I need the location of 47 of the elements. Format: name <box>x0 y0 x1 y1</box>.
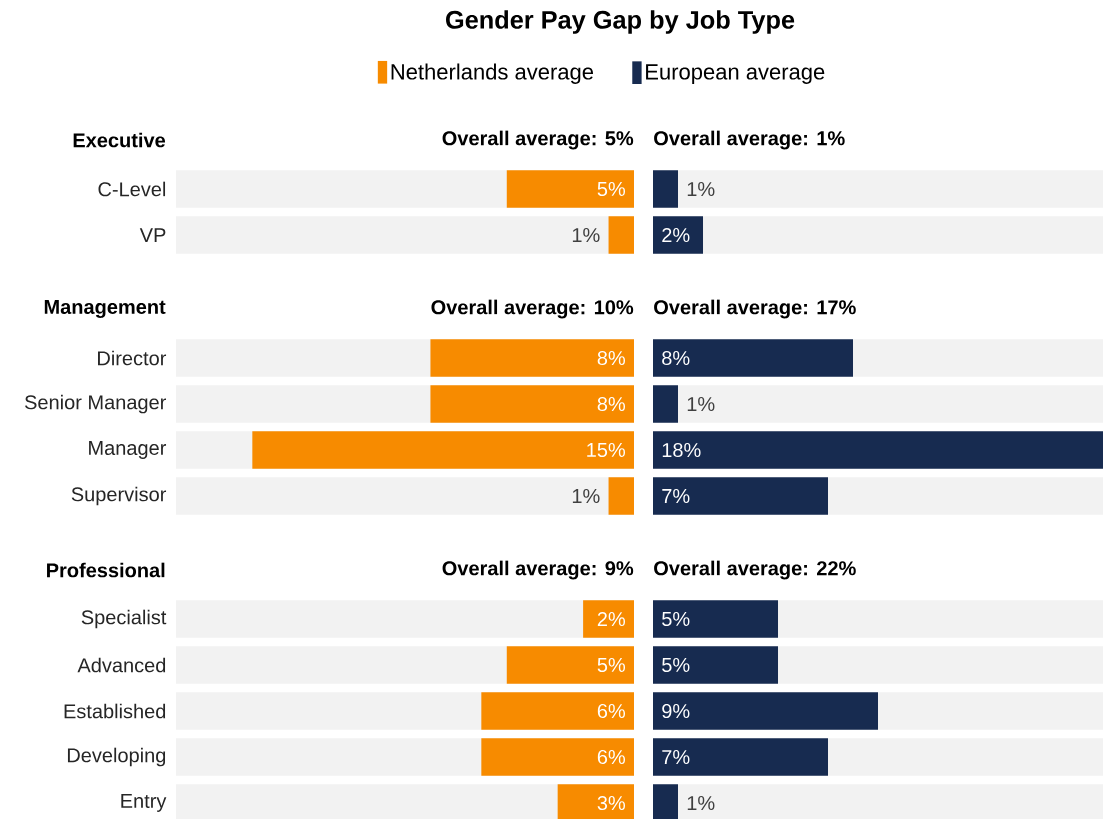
data-label: 8% <box>597 350 626 366</box>
data-label: 1% <box>687 796 715 811</box>
legend-label: Netherlands average <box>391 63 594 84</box>
text: Overall average: 5% <box>442 130 634 150</box>
data-label: 5% <box>597 181 626 197</box>
data-label: 1% <box>572 489 600 504</box>
y-tick-label: Supervisor <box>71 486 167 506</box>
text: Overall average: 10% <box>431 299 634 319</box>
chart-subtitle: Executive <box>73 132 166 148</box>
text: Overall average: 1% <box>654 130 845 150</box>
data-label: 7% <box>662 750 690 765</box>
y-tick-label: Established <box>64 703 166 719</box>
y-tick-label: Manager <box>89 441 167 459</box>
data-label: 3% <box>597 795 626 811</box>
text: Overall average: 17% <box>654 299 856 319</box>
y-tick-label: Senior Manager <box>24 394 167 414</box>
data-label: 7% <box>662 489 690 504</box>
data-label: 2% <box>597 611 626 627</box>
data-label: 5% <box>662 657 690 673</box>
data-label: 5% <box>662 611 690 627</box>
data-label: 2% <box>662 227 690 243</box>
data-label: 8% <box>662 350 690 366</box>
chart-title: Gender Pay Gap by Job Type <box>446 10 795 34</box>
y-tick-label: Advanced <box>77 657 166 673</box>
data-label: 5% <box>597 657 626 673</box>
chart-subtitle: Management <box>44 300 166 319</box>
data-label: 6% <box>597 749 626 765</box>
y-tick-label: Director <box>98 350 167 366</box>
y-tick-label: Developing <box>67 747 166 767</box>
data-label: 18% <box>662 442 701 458</box>
y-tick-label: Entry <box>121 794 167 812</box>
data-label: 6% <box>597 703 626 719</box>
text: Overall average: 22% <box>654 560 856 580</box>
data-label: 1% <box>687 397 715 412</box>
data-label: 1% <box>572 228 600 243</box>
text: Overall average: 9% <box>442 560 634 580</box>
data-label: 1% <box>687 182 715 197</box>
chart-subtitle: Professional <box>47 562 165 578</box>
y-tick-label: C-Level <box>98 181 166 197</box>
bar <box>653 385 679 423</box>
bar <box>583 600 634 638</box>
data-label: 9% <box>662 703 690 719</box>
data-label: 8% <box>597 396 626 412</box>
y-tick-label: Specialist <box>81 609 167 629</box>
data-label: 15% <box>587 442 625 458</box>
y-tick-label: VP <box>139 228 166 242</box>
legend-label: European average <box>646 64 825 84</box>
